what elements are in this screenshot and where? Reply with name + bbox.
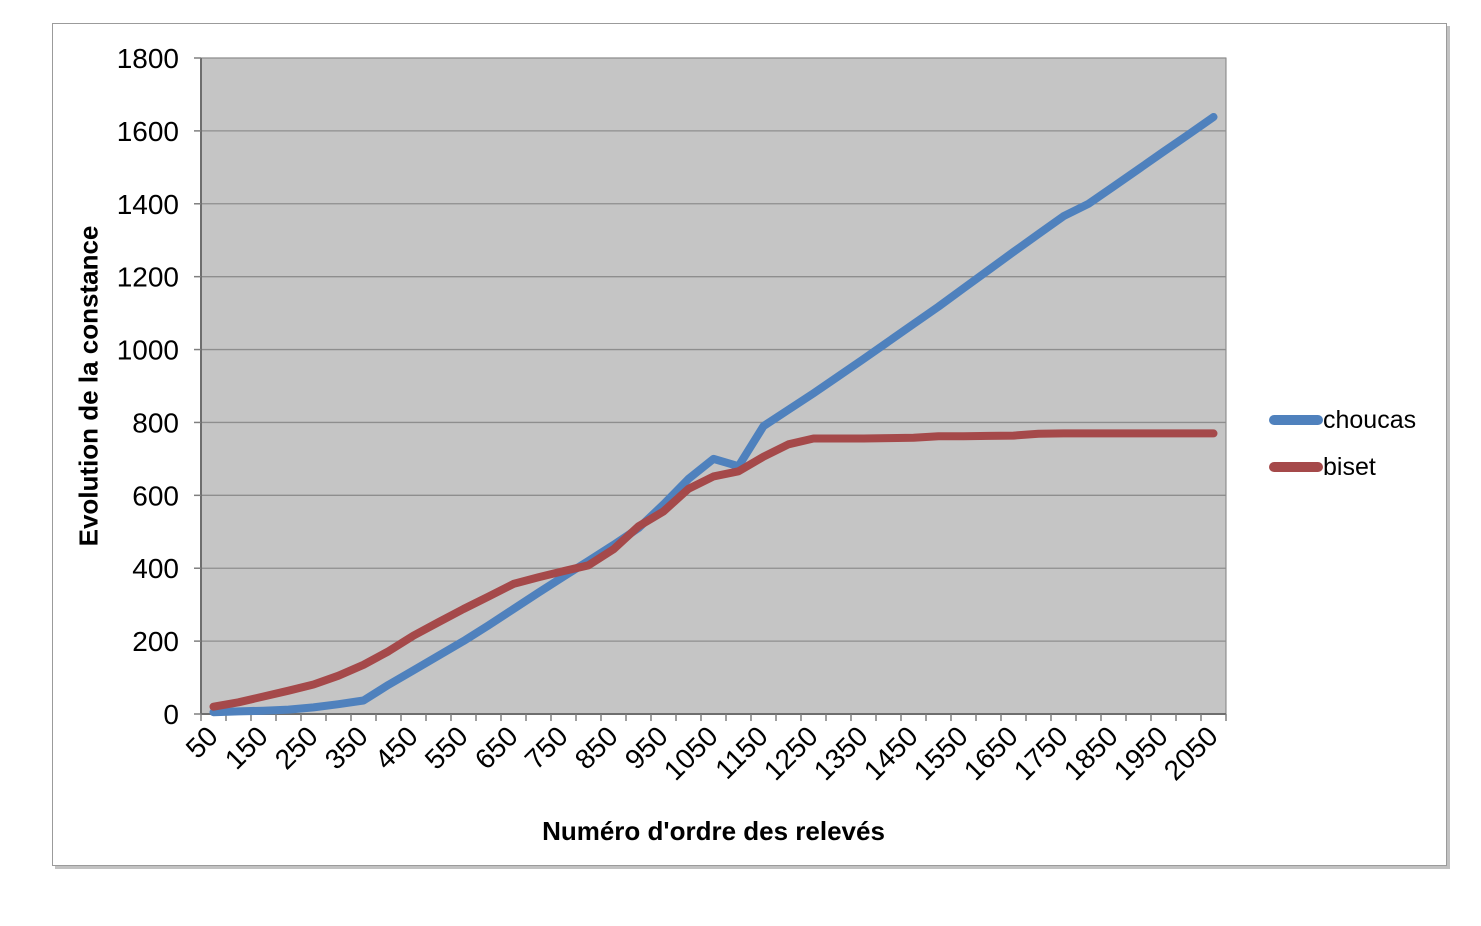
svg-text:1600: 1600 — [117, 116, 179, 147]
svg-text:1250: 1250 — [758, 720, 824, 786]
svg-text:1550: 1550 — [908, 720, 974, 786]
svg-text:1650: 1650 — [958, 720, 1024, 786]
plot-svg: 0 200 400 600 800 1000 1200 1400 1600 1800 5015025… — [117, 43, 1227, 786]
choucas-series-swatch — [1269, 415, 1323, 425]
svg-text:200: 200 — [132, 626, 179, 657]
svg-text:0: 0 — [163, 699, 179, 730]
svg-text:800: 800 — [132, 407, 179, 438]
svg-text:550: 550 — [419, 720, 474, 775]
legend: choucas biset — [1269, 406, 1416, 500]
series-line-choucas[interactable] — [209, 113, 1218, 717]
axes — [200, 58, 1226, 715]
svg-text:450: 450 — [369, 720, 424, 775]
x-tick-labels: 5015025035045055065075085095010501150125… — [180, 720, 1224, 786]
svg-text:1050: 1050 — [658, 720, 724, 786]
svg-text:600: 600 — [132, 480, 179, 511]
y-axis-title: Evolution de la constance — [73, 225, 104, 547]
svg-text:1200: 1200 — [117, 262, 179, 293]
svg-text:1000: 1000 — [117, 335, 179, 366]
biset-series-label: biset — [1323, 453, 1376, 481]
svg-text:1450: 1450 — [858, 720, 924, 786]
svg-text:2050: 2050 — [1158, 720, 1224, 786]
choucas-series-label: choucas — [1323, 406, 1417, 434]
chart-frame[interactable]: 0 200 400 600 800 1000 1200 1400 1600 1800 50 150 25… — [52, 23, 1447, 866]
svg-text:1800: 1800 — [117, 43, 179, 74]
svg-text:1350: 1350 — [808, 720, 874, 786]
y-tick-labels: 0 200 400 600 800 1000 1200 1400 1600 1800 — [117, 43, 179, 730]
tick-marks — [194, 57, 1227, 721]
svg-text:150: 150 — [219, 720, 274, 775]
svg-text:250: 250 — [269, 720, 324, 775]
svg-text:750: 750 — [519, 720, 574, 775]
svg-text:350: 350 — [319, 720, 374, 775]
x-axis-title: Numéro d'ordre des relevés — [542, 816, 885, 846]
svg-text:1750: 1750 — [1008, 720, 1074, 786]
plot-area[interactable] — [200, 57, 1227, 715]
biset-series-swatch — [1269, 462, 1323, 472]
svg-text:50: 50 — [180, 720, 224, 764]
legend-item-choucas[interactable]: choucas — [1269, 406, 1416, 434]
svg-text:850: 850 — [569, 720, 624, 775]
legend-item-biset[interactable]: biset — [1269, 453, 1416, 481]
gridlines — [201, 57, 1226, 715]
svg-text:1950: 1950 — [1108, 720, 1174, 786]
svg-text:400: 400 — [132, 553, 179, 584]
svg-text:1850: 1850 — [1058, 720, 1124, 786]
svg-text:650: 650 — [469, 720, 524, 775]
svg-text:1150: 1150 — [709, 720, 774, 785]
svg-text:1400: 1400 — [117, 189, 179, 220]
series-line-biset[interactable] — [209, 429, 1218, 711]
